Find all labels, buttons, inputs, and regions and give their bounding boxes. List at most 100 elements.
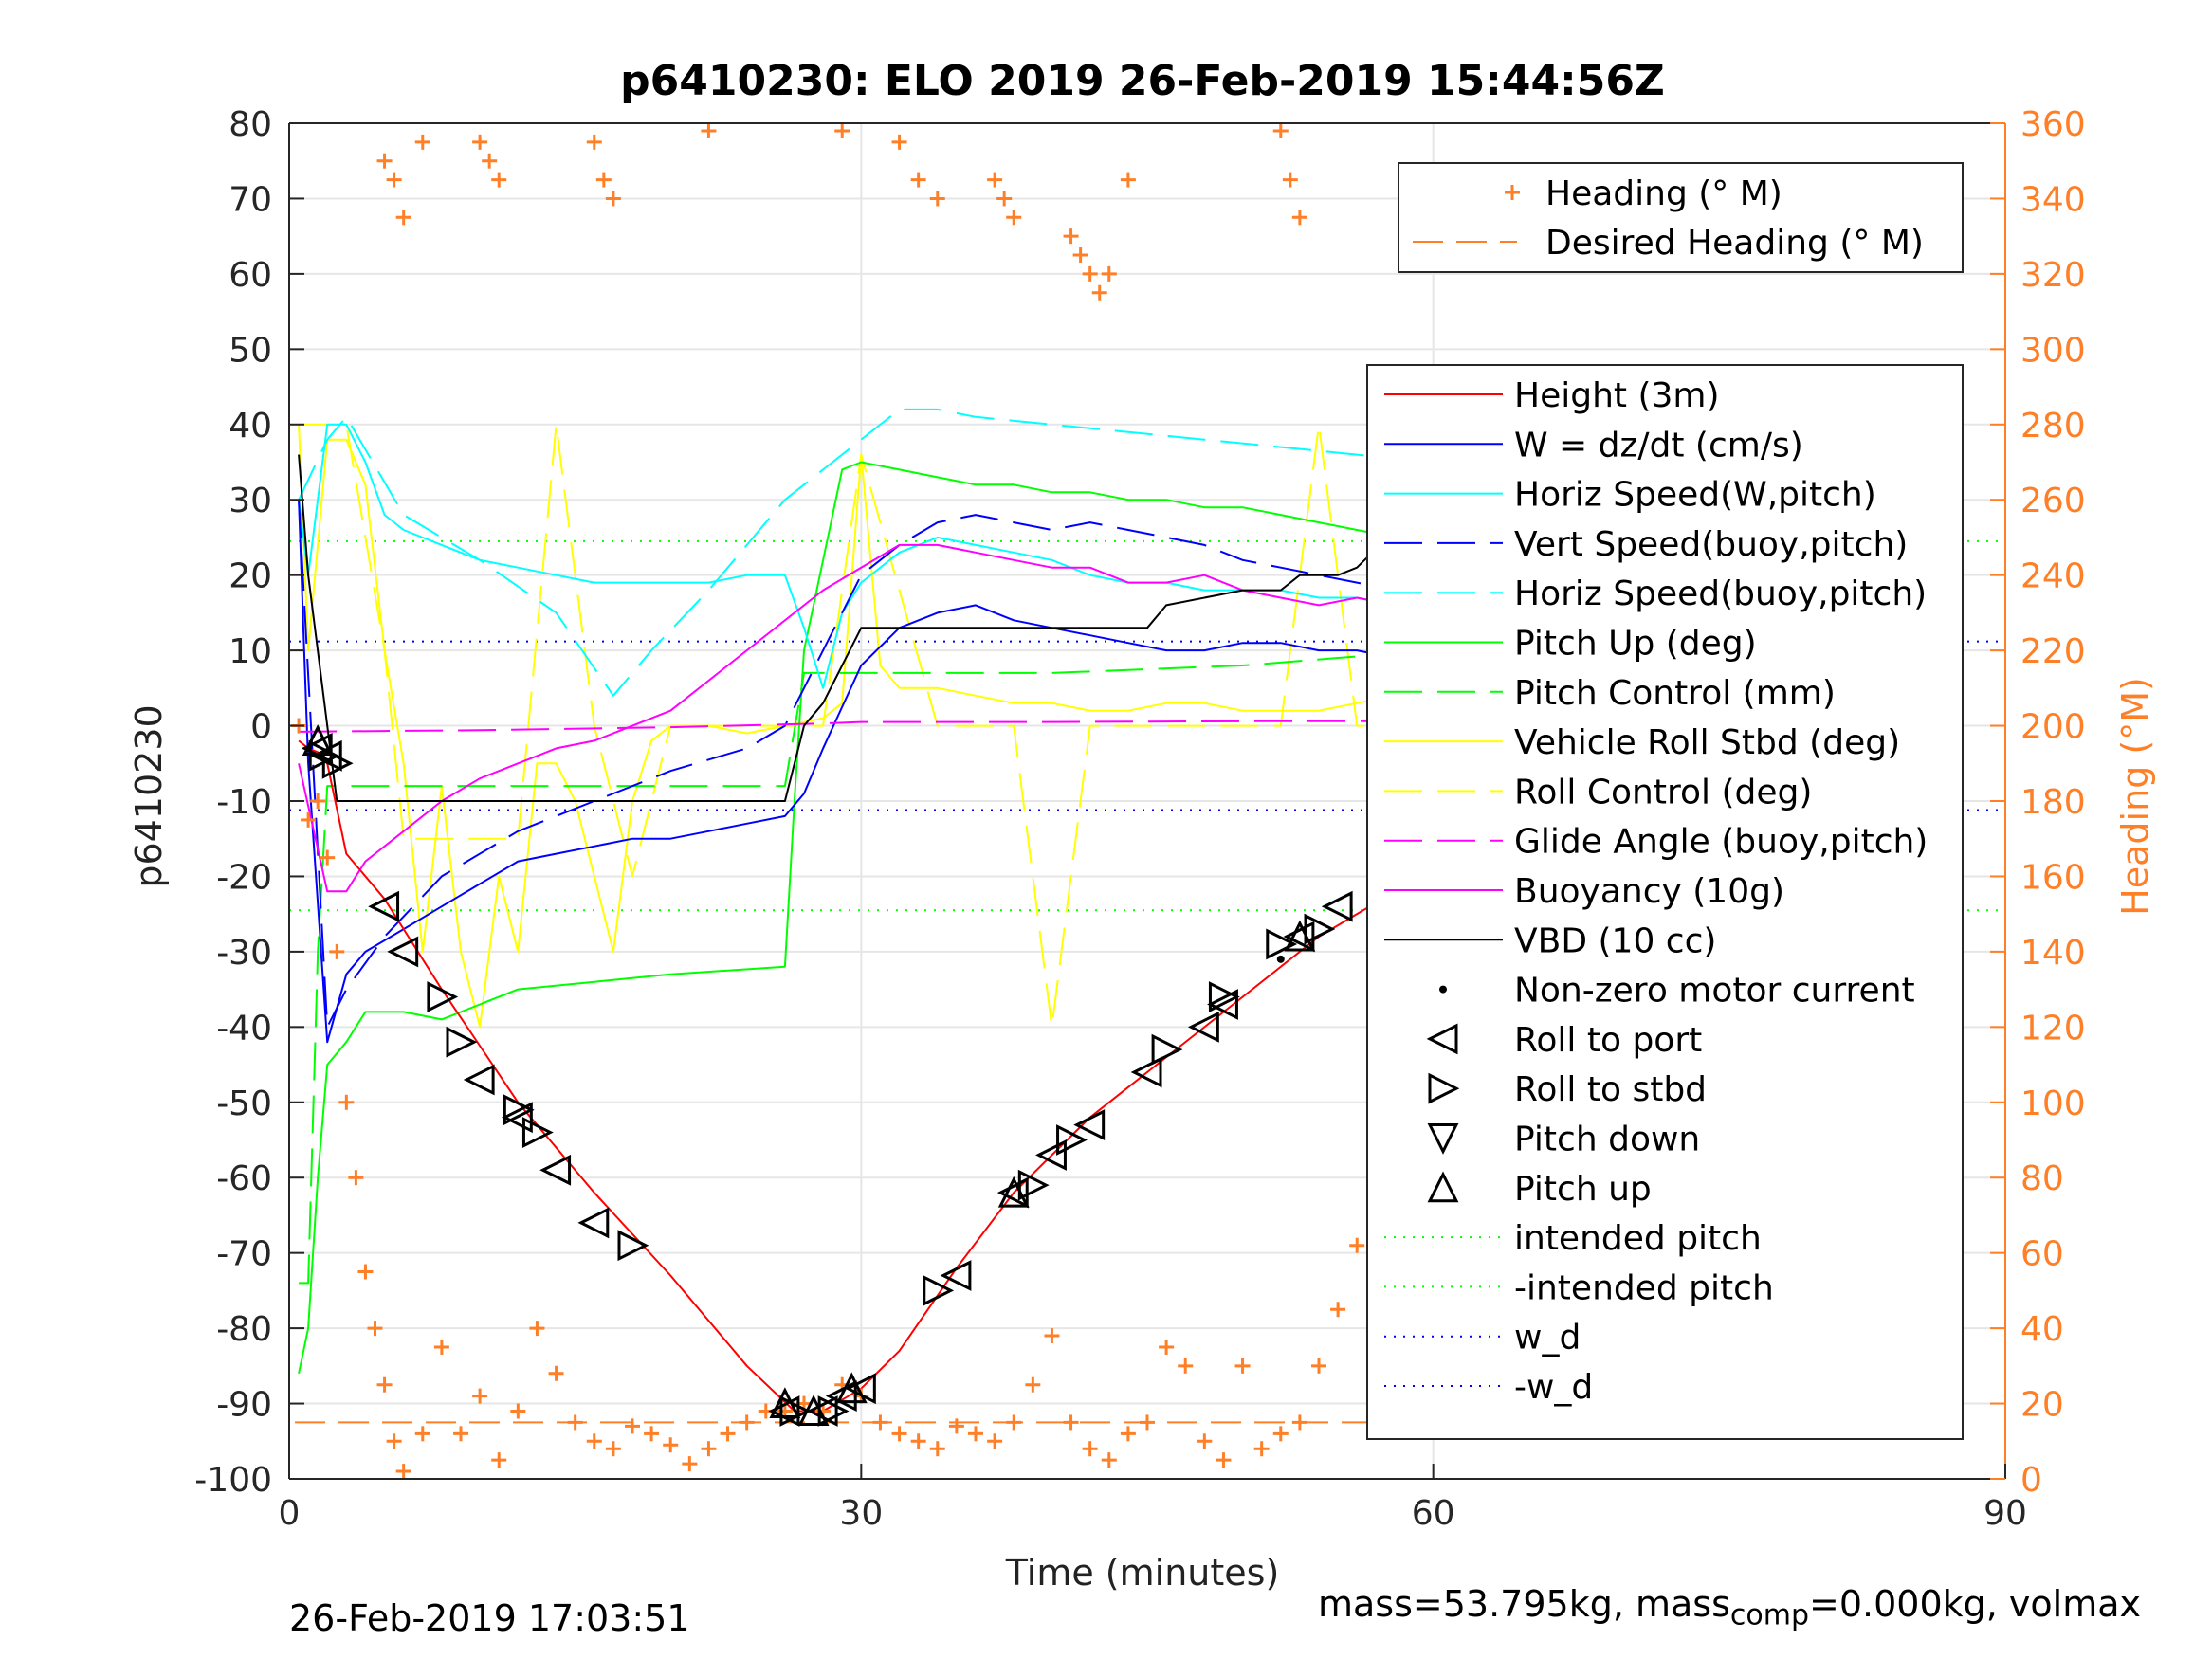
x-tick-label: 30 xyxy=(839,1494,883,1533)
legend-heading: Heading (° M) Desired Heading (° M) xyxy=(1398,162,1964,273)
heading-point xyxy=(510,1403,526,1419)
heading-point xyxy=(1082,1441,1098,1457)
heading-point xyxy=(433,1339,449,1355)
roll-to-port-marker xyxy=(577,1207,610,1239)
roll-to-stbd-marker xyxy=(1266,928,1298,960)
y-tick-label: 20 xyxy=(229,557,272,596)
x-axis-label: Time (minutes) xyxy=(1005,1552,1280,1594)
roll-to-stbd-marker xyxy=(446,1026,478,1058)
heading-point-high xyxy=(701,122,717,138)
pitch-up-marker xyxy=(1284,920,1316,952)
heading-point-high xyxy=(891,134,907,150)
heading-point xyxy=(348,1170,364,1186)
heading-point-high xyxy=(1091,284,1107,301)
heading-point xyxy=(968,1426,983,1442)
roll-to-port-marker xyxy=(1130,1056,1162,1088)
y-tick-label: 10 xyxy=(229,632,272,671)
roll-to-stbd-marker xyxy=(1056,1124,1088,1156)
roll-to-port-marker xyxy=(940,1260,972,1291)
heading-point-high xyxy=(414,134,430,150)
y2-tick-label: 120 xyxy=(2020,1009,2086,1048)
legend-label-15: Pitch down xyxy=(1514,1121,1700,1159)
heading-point xyxy=(1234,1358,1251,1374)
heading-point xyxy=(529,1321,545,1337)
pitch-up-marker xyxy=(997,1176,1030,1208)
heading-point-high xyxy=(386,172,402,188)
heading-point xyxy=(1349,1237,1365,1253)
legend-label-7: Vehicle Roll Stbd (deg) xyxy=(1514,723,1900,762)
heading-point-high xyxy=(1072,247,1088,264)
legend-heading-marker xyxy=(1505,185,1520,200)
heading-point xyxy=(644,1426,660,1442)
roll-to-stbd-marker xyxy=(321,747,354,779)
heading-point-high xyxy=(1101,265,1117,282)
heading-point xyxy=(1197,1433,1213,1449)
heading-point xyxy=(1101,1452,1117,1468)
legend-label-14: Roll to stbd xyxy=(1514,1070,1707,1109)
footer-mass-a: mass=53.795kg, mass xyxy=(1318,1583,1730,1625)
legend-label-6: Pitch Control (mm) xyxy=(1514,674,1836,713)
heading-point xyxy=(663,1437,679,1453)
y-tick-label: -100 xyxy=(194,1461,272,1500)
legend-label-16: Pitch up xyxy=(1514,1170,1652,1209)
pitch-up-marker xyxy=(302,724,334,756)
y-tick-label: -30 xyxy=(216,934,272,973)
y2-tick-label: 60 xyxy=(2020,1235,2064,1274)
legend-swatch-15 xyxy=(1427,1123,1459,1155)
heading-point xyxy=(1178,1358,1194,1374)
heading-point-high xyxy=(586,134,602,150)
heading-point xyxy=(987,1433,1003,1449)
heading-point xyxy=(395,1464,411,1480)
y2-tick-label: 40 xyxy=(2020,1310,2064,1349)
motor-current-dot xyxy=(1276,955,1285,963)
y-tick-label: 60 xyxy=(229,256,272,295)
y2-tick-label: 340 xyxy=(2020,180,2086,219)
roll-to-stbd-marker xyxy=(503,1094,535,1126)
heading-point-high xyxy=(1120,172,1136,188)
y-tick-label: -10 xyxy=(216,783,272,822)
legend-swatch-16 xyxy=(1427,1171,1459,1203)
y2-tick-label: 200 xyxy=(2020,708,2086,747)
heading-point xyxy=(310,793,326,809)
y-tick-label: -70 xyxy=(216,1235,272,1274)
heading-point xyxy=(1330,1302,1346,1318)
series-horiz-speed-buoy xyxy=(298,393,1568,697)
y2-tick-label: 240 xyxy=(2020,557,2086,596)
heading-point xyxy=(301,811,317,828)
footer-datetime: 26-Feb-2019 17:03:51 xyxy=(289,1597,690,1639)
roll-to-stbd-marker xyxy=(521,1117,554,1148)
legend-label-3: Vert Speed(buoy,pitch) xyxy=(1514,525,1908,564)
y2-tick-label: 160 xyxy=(2020,858,2086,897)
roll-to-port-marker xyxy=(463,1064,495,1096)
heading-point xyxy=(386,1433,402,1449)
legend-label-10: Buoyancy (10g) xyxy=(1514,872,1784,911)
roll-to-port-marker xyxy=(996,1176,1029,1209)
legend-label-5: Pitch Up (deg) xyxy=(1514,625,1757,664)
legend-label-13: Roll to port xyxy=(1514,1021,1702,1060)
footer-mass-b: =0.000kg, volmax xyxy=(1809,1583,2142,1625)
y2-tick-label: 280 xyxy=(2020,407,2086,446)
roll-to-port-marker xyxy=(1207,989,1238,1020)
y-tick-label: -40 xyxy=(216,1009,272,1048)
legend-label-19: w_d xyxy=(1514,1319,1581,1358)
roll-to-stbd-marker xyxy=(617,1230,649,1262)
legend-swatch-14 xyxy=(1428,1072,1460,1104)
y-tick-label: -20 xyxy=(216,858,272,897)
heading-point xyxy=(720,1426,736,1442)
heading-point xyxy=(320,849,336,866)
roll-to-stbd-marker xyxy=(1304,913,1336,945)
heading-point-high xyxy=(987,172,1003,188)
heading-point xyxy=(872,1414,888,1431)
heading-point-high xyxy=(929,191,945,207)
heading-point-high xyxy=(482,153,498,169)
pitch-up-marker xyxy=(797,1395,830,1426)
y-tick-label: -60 xyxy=(216,1159,272,1198)
legend-heading-box xyxy=(1398,162,1964,273)
pitch-up-marker xyxy=(769,1387,801,1419)
series-glide-angle xyxy=(299,720,1567,733)
y-tick-label: -50 xyxy=(216,1085,272,1123)
y-tick-label: -80 xyxy=(216,1310,272,1349)
roll-to-port-marker xyxy=(387,936,419,968)
heading-point-high xyxy=(472,134,488,150)
y2-tick-label: 320 xyxy=(2020,256,2086,295)
